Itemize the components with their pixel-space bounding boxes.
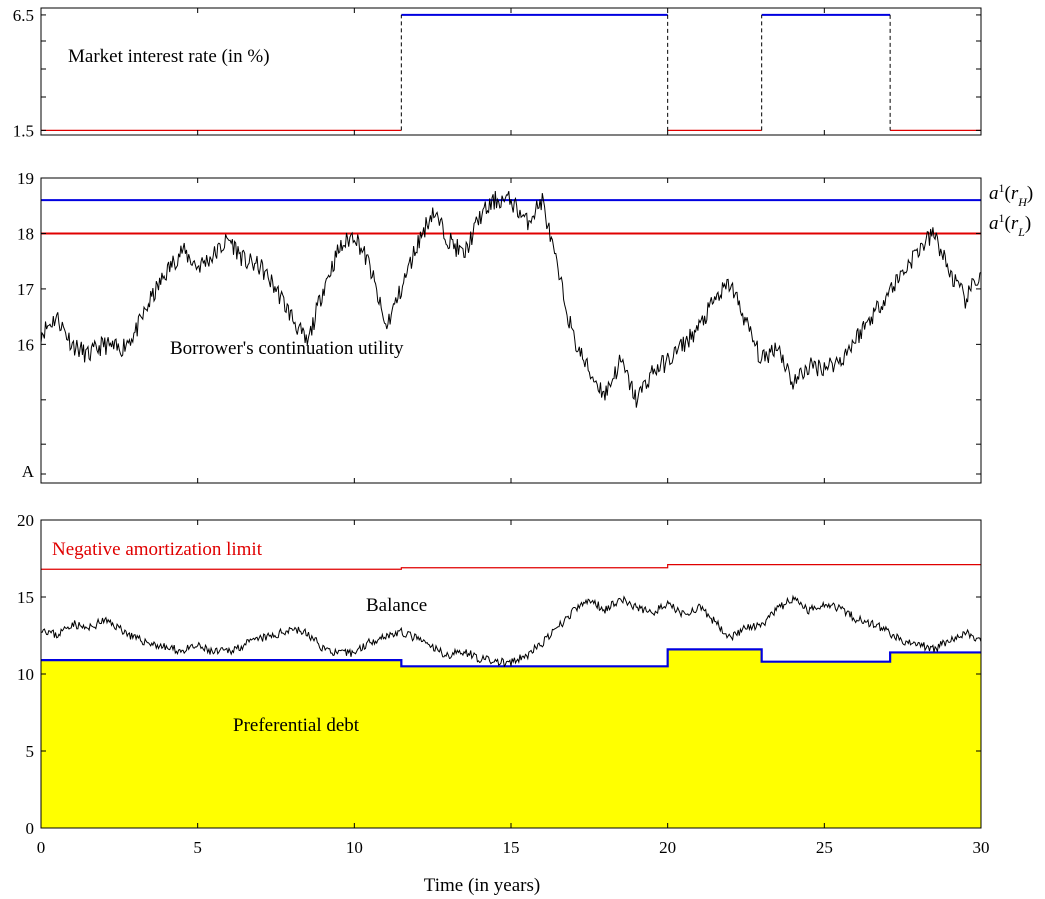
balance-tick-label: 20 xyxy=(17,511,34,530)
balance-tick-label: 10 xyxy=(17,665,34,684)
preferential-debt-label: Preferential debt xyxy=(233,715,360,736)
balance-marks xyxy=(40,564,982,828)
rate-tick-label: 6.5 xyxy=(13,6,34,25)
x-tick-label: 25 xyxy=(816,838,833,857)
utility-annotation: Borrower's continuation utility xyxy=(170,338,404,359)
utility-tick-label: 17 xyxy=(17,280,35,299)
x-tick-label: 20 xyxy=(659,838,676,857)
x-tick-label: 0 xyxy=(37,838,46,857)
utility-marks xyxy=(40,190,982,408)
balance-panel: 20 15 10 5 00 5 10 15 20 25 30 Negative amortizati… xyxy=(17,511,990,896)
utility-tick-label: 19 xyxy=(17,169,34,188)
balance-path xyxy=(40,594,982,668)
balance-tick-label: 0 xyxy=(26,819,35,838)
limit-line xyxy=(41,564,981,570)
interest-rate-ticks: 1.5 6.5 xyxy=(13,6,982,140)
utility-panel: 19 18 17 16 Borrower's continuation utility… xyxy=(17,169,1033,484)
x-tick-label: 15 xyxy=(503,838,520,857)
balance-tick-label: 15 xyxy=(17,588,34,607)
utility-tick-label: 16 xyxy=(17,335,34,354)
balance-label: Balance xyxy=(366,595,427,616)
preferential-debt-line xyxy=(41,648,981,668)
balance-tick-label: 5 xyxy=(26,742,35,761)
label-a1-rL: a1(rL) xyxy=(989,211,1031,239)
utility-tick-label: 18 xyxy=(17,224,34,243)
rate-tick-label: 1.5 xyxy=(13,121,34,140)
x-tick-label: 5 xyxy=(193,838,202,857)
limit-label: Negative amortization limit xyxy=(52,539,263,560)
preferential-debt-area xyxy=(41,649,981,828)
utility-path xyxy=(40,190,982,408)
interest-rate-annotation: Market interest rate (in %) xyxy=(68,46,270,67)
x-tick-label: 10 xyxy=(346,838,363,857)
utility-frame xyxy=(40,177,982,484)
x-axis-title: Time (in years) xyxy=(424,875,540,896)
interest-rate-panel: 1.5 6.5 Market interest rate (in %) xyxy=(13,6,982,140)
label-a1-rH: a1(rH) xyxy=(989,181,1033,209)
utility-ticks: 19 18 17 16 xyxy=(17,169,982,483)
x-tick-label: 30 xyxy=(973,838,990,857)
interest-rate-frame xyxy=(40,7,982,136)
utility-bottom-label: A xyxy=(22,462,35,481)
interest-rate-marks xyxy=(41,13,981,131)
balance-ticks: 20 15 10 5 00 5 10 15 20 25 30 xyxy=(17,511,990,857)
